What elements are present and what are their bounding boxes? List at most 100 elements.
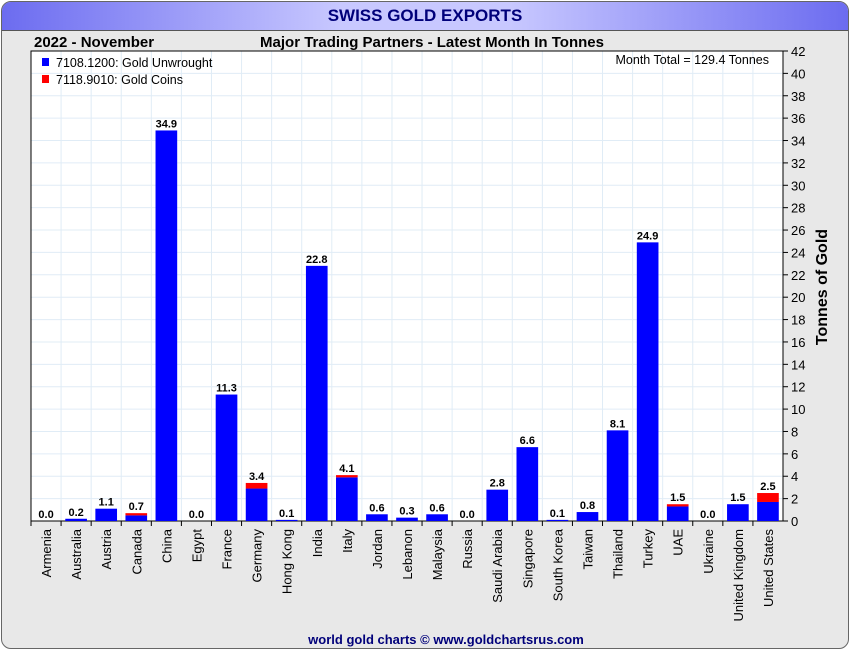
- bar-gold-unwrought: [366, 514, 388, 521]
- y-tick-label: 12: [791, 380, 805, 395]
- y-tick-label: 32: [791, 156, 805, 171]
- y-tick-label: 38: [791, 89, 805, 104]
- y-tick-label: 22: [791, 268, 805, 283]
- data-label: 0.1: [550, 508, 565, 520]
- bar-gold-unwrought: [336, 477, 358, 521]
- bar-gold-unwrought: [636, 242, 659, 521]
- data-label: 1.5: [730, 492, 745, 504]
- legend-swatch-unwrought: [42, 58, 49, 66]
- y-tick-label: 2: [791, 492, 798, 507]
- x-tick-label: Thailand: [611, 529, 626, 579]
- y-tick-label: 14: [791, 357, 805, 372]
- y-tick-label: 8: [791, 424, 798, 439]
- data-label: 2.8: [490, 478, 505, 490]
- y-axis-label: Tonnes of Gold: [814, 229, 831, 345]
- bar-gold-unwrought: [305, 265, 328, 521]
- legend-label-unwrought: 7108.1200: Gold Unwrought: [56, 56, 213, 70]
- y-tick-label: 20: [791, 290, 805, 305]
- data-label: 3.4: [249, 471, 265, 483]
- x-tick-label: China: [159, 528, 174, 563]
- legend-swatch-coins: [42, 75, 49, 83]
- bar-gold-coins: [666, 504, 689, 507]
- x-tick-label: Taiwan: [580, 529, 595, 569]
- x-tick-label: South Korea: [550, 528, 565, 601]
- bar-gold-unwrought: [396, 517, 418, 521]
- bar-gold-coins: [125, 513, 148, 516]
- data-label: 8.1: [610, 418, 625, 430]
- y-tick-label: 10: [791, 402, 805, 417]
- bar-gold-unwrought: [727, 504, 749, 521]
- bar-gold-coins: [245, 482, 268, 489]
- y-tick-label: 26: [791, 223, 805, 238]
- plot-area: [30, 50, 784, 522]
- x-tick-label: United States: [761, 529, 776, 608]
- bar-gold-unwrought: [576, 512, 599, 521]
- bar-gold-coins: [336, 475, 358, 478]
- x-tick-label: Ukraine: [701, 529, 716, 574]
- bar-gold-unwrought: [95, 508, 118, 521]
- bar-gold-unwrought: [65, 518, 87, 521]
- x-tick-label: Egypt: [189, 529, 204, 563]
- bar-gold-unwrought: [125, 515, 148, 521]
- x-tick-label: UAE: [671, 529, 686, 556]
- y-tick-label: 0: [791, 514, 798, 529]
- x-tick-label: Australia: [69, 528, 84, 579]
- bar-gold-unwrought: [757, 501, 779, 521]
- y-tick-label: 18: [791, 313, 805, 328]
- bar-gold-unwrought: [486, 489, 509, 521]
- x-tick-label: Italy: [340, 529, 355, 553]
- bar-gold-unwrought: [245, 488, 268, 521]
- y-tick-label: 6: [791, 447, 798, 462]
- x-tick-label: Lebanon: [400, 529, 415, 580]
- x-tick-label: Singapore: [520, 529, 535, 588]
- x-tick-label: Germany: [250, 529, 265, 583]
- x-tick-label: India: [310, 528, 325, 557]
- data-label: 0.0: [700, 509, 715, 521]
- bar-gold-unwrought: [516, 447, 539, 521]
- x-tick-label: Jordan: [370, 529, 385, 569]
- bar-gold-unwrought: [666, 506, 689, 521]
- data-label: 0.2: [68, 507, 83, 519]
- x-tick-label: Malaysia: [430, 528, 445, 580]
- x-tick-label: Turkey: [641, 529, 656, 569]
- bar-gold-unwrought: [155, 130, 178, 521]
- bar-gold-unwrought: [546, 519, 569, 521]
- x-tick-label: Armenia: [39, 528, 54, 577]
- data-label: 4.1: [339, 463, 354, 475]
- x-tick-label: Hong Kong: [280, 529, 295, 594]
- data-label: 0.1: [279, 508, 294, 520]
- data-label: 0.0: [460, 509, 475, 521]
- data-label: 0.0: [189, 509, 204, 521]
- bar-gold-unwrought: [606, 430, 629, 521]
- data-label: 24.9: [637, 230, 658, 242]
- data-label: 0.6: [369, 502, 384, 514]
- y-tick-label: 40: [791, 66, 805, 81]
- chart-subtitle: Major Trading Partners - Latest Month In…: [260, 34, 604, 51]
- y-tick-label: 28: [791, 201, 805, 216]
- data-label: 6.6: [520, 435, 535, 447]
- month-total-annotation: Month Total = 129.4 Tonnes: [616, 53, 769, 67]
- data-label: 22.8: [306, 254, 327, 266]
- period-label: 2022 - November: [34, 34, 154, 51]
- data-label: 0.0: [38, 509, 53, 521]
- bar-gold-unwrought: [426, 514, 448, 521]
- bar-gold-unwrought: [275, 519, 298, 521]
- y-tick-label: 24: [791, 245, 805, 260]
- y-tick-label: 16: [791, 335, 805, 350]
- data-label: 1.5: [670, 492, 685, 504]
- footer-credit: world gold charts © www.goldchartsrus.co…: [307, 632, 584, 647]
- y-tick-label: 34: [791, 134, 805, 149]
- bar-gold-coins: [757, 493, 779, 502]
- y-tick-label: 30: [791, 178, 805, 193]
- x-tick-label: Austria: [99, 528, 114, 569]
- data-label: 1.1: [99, 497, 114, 509]
- data-label: 0.7: [129, 501, 144, 513]
- data-label: 34.9: [156, 118, 177, 130]
- bar-gold-unwrought: [215, 394, 238, 521]
- data-label: 0.8: [580, 500, 595, 512]
- legend-label-coins: 7118.9010: Gold Coins: [56, 73, 183, 87]
- y-tick-label: 4: [791, 469, 798, 484]
- data-label: 11.3: [216, 383, 237, 395]
